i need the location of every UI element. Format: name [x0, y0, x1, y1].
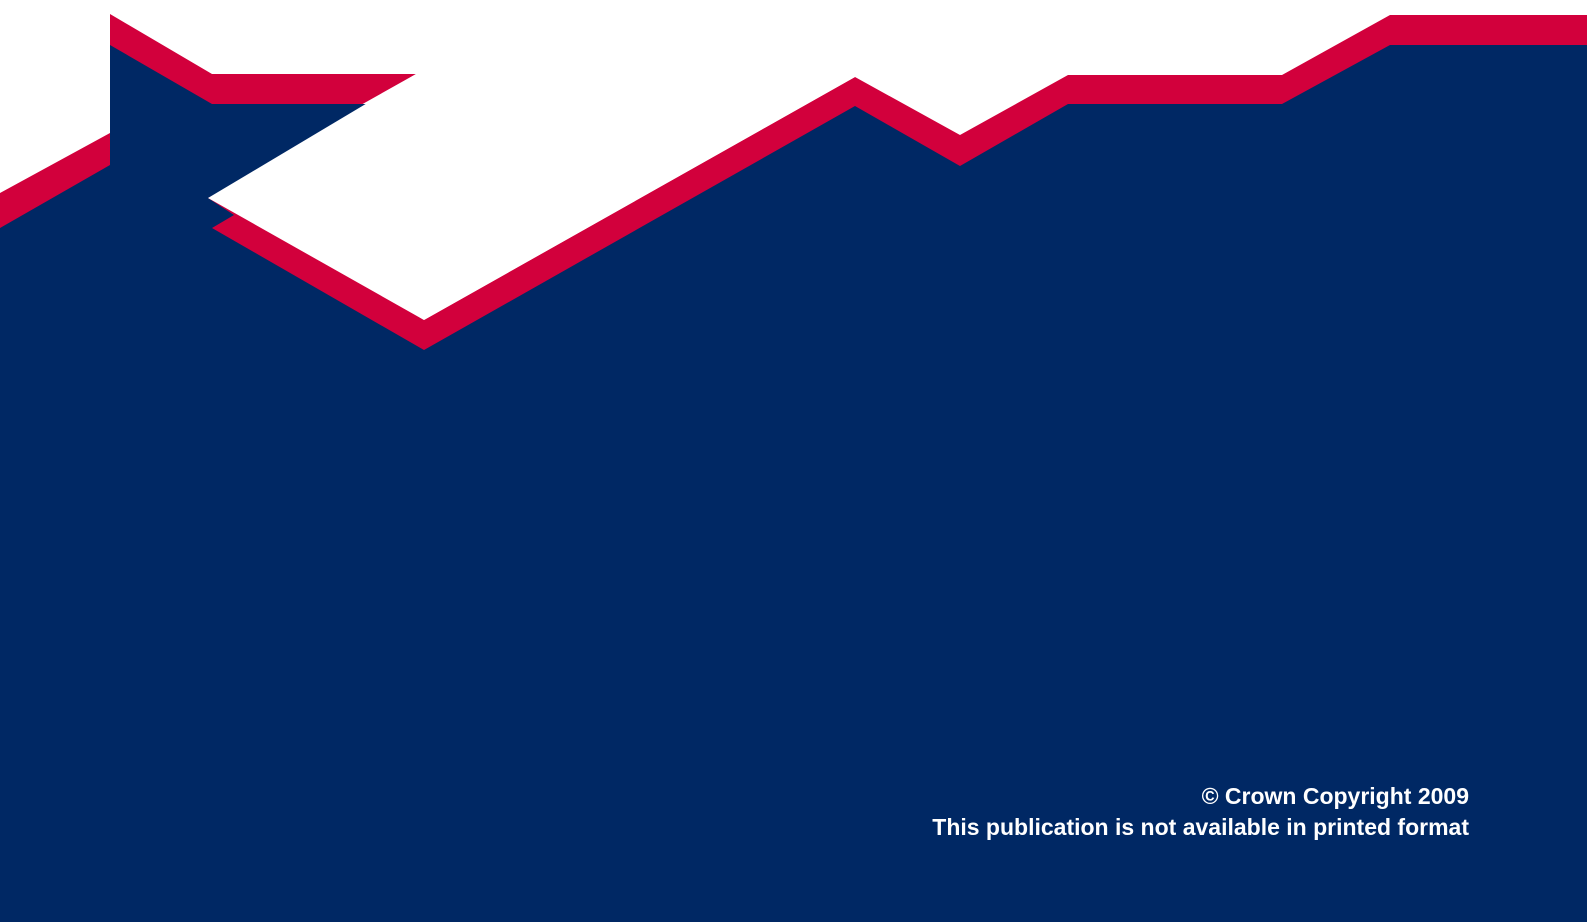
cover-footer: © Crown Copyright 2009 This publication … — [932, 781, 1469, 843]
white-notch — [208, 74, 855, 320]
copyright-notice: © Crown Copyright 2009 — [1201, 783, 1469, 809]
availability-notice: This publication is not available in pri… — [932, 814, 1469, 840]
navy-body — [0, 45, 1587, 922]
